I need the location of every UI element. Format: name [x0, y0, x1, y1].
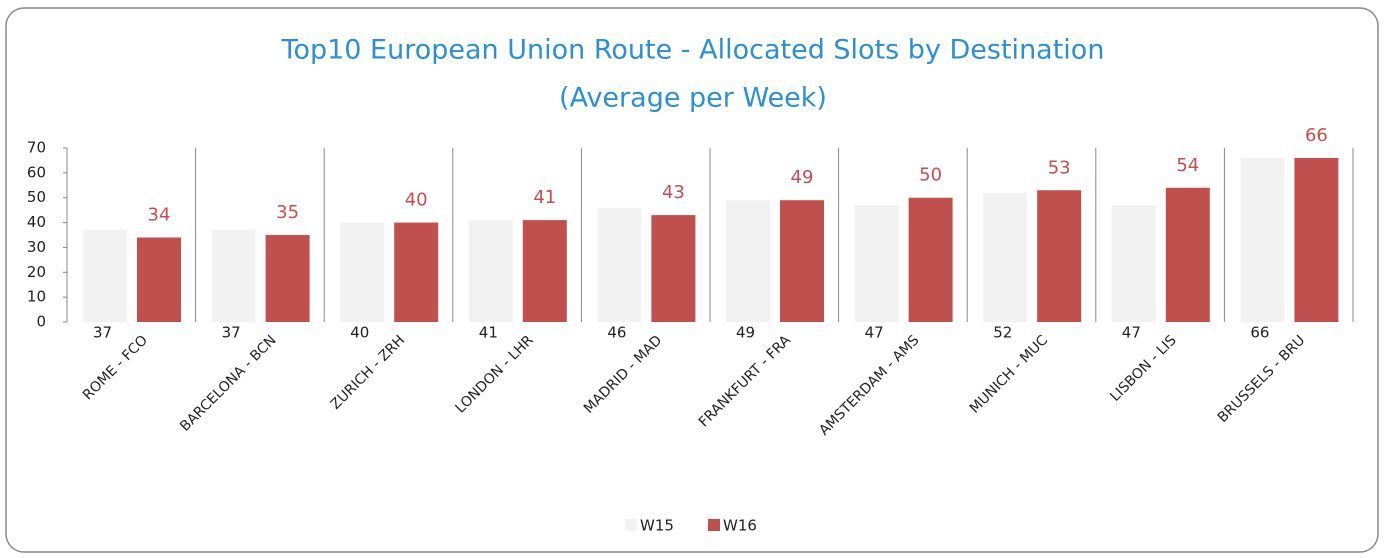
data-label: 41	[533, 187, 556, 208]
bar	[137, 237, 181, 322]
chart-title: Top10 European Union Route - Allocated S…	[281, 35, 1105, 66]
data-label: 40	[350, 324, 369, 342]
legend-swatch	[708, 519, 720, 531]
data-label: 47	[1122, 324, 1141, 342]
data-label: 66	[1305, 125, 1328, 146]
data-label: 47	[865, 324, 884, 342]
bar	[522, 220, 567, 322]
bar	[726, 200, 770, 322]
data-label: 52	[993, 324, 1012, 342]
legend-label: W15	[640, 517, 674, 535]
chart-title: (Average per Week)	[559, 83, 827, 114]
data-label: 50	[919, 165, 942, 186]
y-tick-label: 70	[27, 139, 46, 157]
y-tick-label: 60	[27, 163, 46, 181]
data-label: 53	[1048, 157, 1071, 178]
data-label: 54	[1176, 155, 1199, 176]
data-label: 35	[276, 202, 299, 223]
bar	[651, 215, 696, 322]
legend-swatch	[625, 519, 637, 531]
bar	[394, 222, 439, 322]
data-label: 37	[222, 324, 241, 342]
data-label: 46	[607, 324, 626, 342]
bar	[1165, 187, 1210, 322]
bar	[908, 197, 953, 322]
bar	[211, 230, 256, 322]
y-tick-label: 20	[27, 263, 46, 281]
data-label: 37	[93, 324, 112, 342]
data-label: 40	[405, 190, 428, 211]
data-label: 49	[791, 167, 814, 188]
bar	[1111, 205, 1156, 322]
bar	[597, 207, 642, 322]
bar	[265, 235, 310, 322]
bar	[1294, 157, 1339, 322]
legend-label: W16	[723, 517, 757, 535]
y-tick-label: 0	[36, 313, 46, 331]
bar	[468, 220, 513, 322]
data-label: 41	[479, 324, 498, 342]
bar	[1037, 190, 1082, 322]
bar	[83, 230, 127, 322]
data-label: 49	[736, 324, 755, 342]
y-tick-label: 40	[27, 213, 46, 231]
data-label: 43	[662, 182, 685, 203]
y-tick-label: 30	[27, 238, 46, 256]
y-tick-label: 50	[27, 188, 46, 206]
bar	[780, 200, 824, 322]
data-label: 34	[148, 204, 171, 225]
bar	[1240, 157, 1285, 322]
bar	[983, 192, 1028, 322]
bar	[854, 205, 899, 322]
y-tick-label: 10	[27, 288, 46, 306]
bar	[340, 222, 385, 322]
data-label: 66	[1250, 324, 1269, 342]
